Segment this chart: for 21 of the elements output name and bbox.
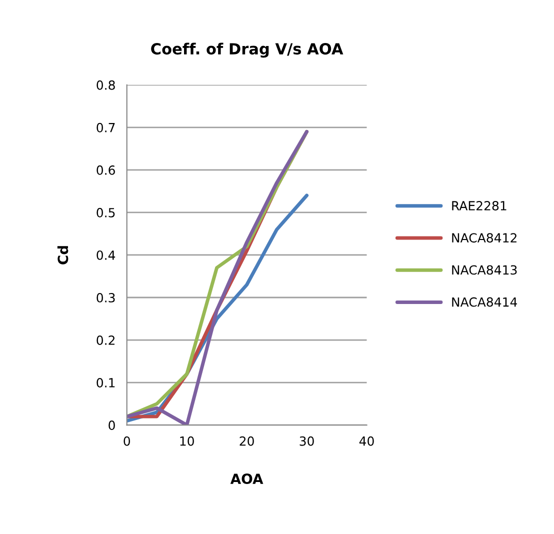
y-tick-label: 0 xyxy=(108,420,115,430)
y-tick-label: 0.6 xyxy=(96,165,115,175)
legend-label: NACA8413 xyxy=(452,265,517,275)
y-tick-label: 0.4 xyxy=(96,250,116,260)
chart-title: Coeff. of Drag V/s AOA xyxy=(151,42,344,58)
y-tick-label: 0.8 xyxy=(96,80,115,90)
y-tick-label: 0.7 xyxy=(96,122,115,132)
x-tick-label: 20 xyxy=(240,436,254,446)
x-tick-label: 0 xyxy=(124,436,130,446)
legend-label: NACA8412 xyxy=(452,233,516,243)
y-tick-label: 0.1 xyxy=(96,378,115,388)
y-tick-label: 0.3 xyxy=(96,292,115,302)
x-axis-title: AOA xyxy=(230,474,264,484)
y-axis-title: Cd xyxy=(57,246,68,264)
legend-label: RAE2281 xyxy=(452,201,506,210)
y-tick-label: 0.2 xyxy=(96,335,115,345)
legend-label: NACA8414 xyxy=(452,297,518,307)
x-tick-label: 40 xyxy=(359,436,374,446)
x-tick-label: 10 xyxy=(180,436,194,446)
y-tick-label: 0.5 xyxy=(96,208,115,218)
x-tick-label: 30 xyxy=(300,436,314,446)
